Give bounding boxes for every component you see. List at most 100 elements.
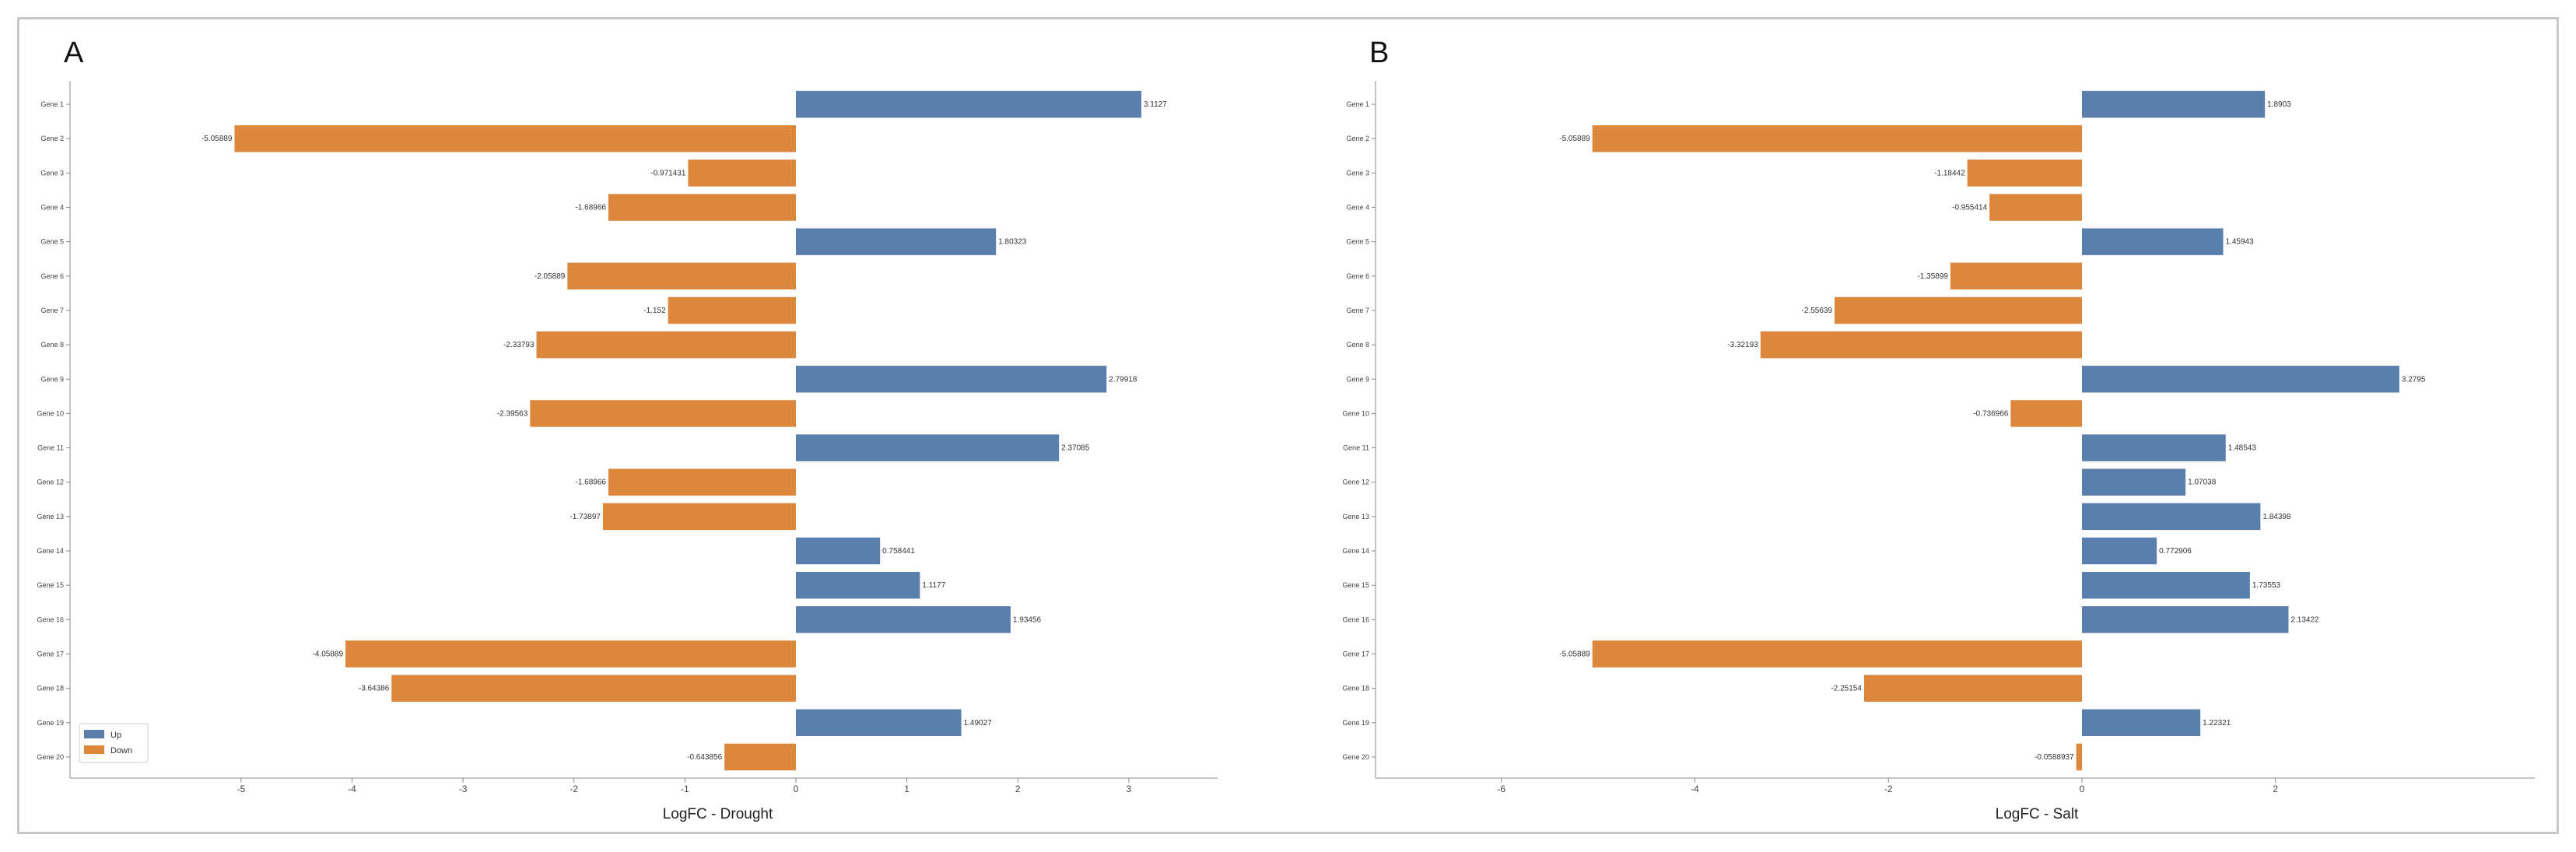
value-label-b-1: 1.8903	[2267, 100, 2291, 109]
bar-a-15	[796, 571, 920, 599]
legend-box	[79, 723, 149, 763]
y-tick-label-b-18: Gene 18	[1342, 685, 1369, 692]
y-tick-label-b-13: Gene 13	[1342, 513, 1369, 521]
legend-label-up: Up	[110, 731, 121, 740]
bar-b-7	[1835, 296, 2082, 324]
y-tick-label-b-2: Gene 2	[1346, 135, 1369, 142]
x-tick-label-b-0: -6	[1497, 784, 1505, 794]
y-tick-label-a-3: Gene 3	[40, 169, 64, 177]
panel-label-b: B	[1369, 37, 1389, 69]
y-tick-label-a-8: Gene 8	[40, 341, 64, 349]
y-tick-label-a-20: Gene 20	[37, 753, 64, 761]
x-tick-label-a-4: -1	[681, 784, 689, 794]
bar-b-20	[2076, 743, 2082, 771]
y-tick-label-a-14: Gene 14	[37, 547, 64, 555]
value-label-a-9: 2.79918	[1109, 375, 1137, 384]
x-tick-label-a-6: 1	[904, 784, 909, 794]
bar-a-7	[668, 296, 796, 324]
bar-b-6	[1950, 262, 2082, 290]
panel-label-a: A	[64, 37, 84, 69]
bar-b-11	[2082, 434, 2226, 461]
value-label-a-7: -1.152	[643, 307, 666, 315]
value-label-a-20: -0.643856	[687, 753, 722, 762]
y-tick-label-a-10: Gene 10	[37, 409, 64, 417]
y-tick-label-a-13: Gene 13	[37, 513, 64, 521]
y-tick-label-b-1: Gene 1	[1346, 100, 1369, 108]
bar-a-1	[796, 90, 1141, 118]
y-tick-label-a-1: Gene 1	[40, 100, 64, 108]
value-label-b-5: 1.45943	[2226, 238, 2255, 247]
value-label-b-7: -2.55639	[1802, 307, 1833, 315]
x-axis-title-a: LogFC - Drought	[663, 806, 773, 822]
y-tick-label-b-19: Gene 19	[1342, 719, 1369, 727]
x-tick-label-a-8: 3	[1127, 784, 1132, 794]
x-tick-label-a-3: -2	[570, 784, 578, 794]
y-tick-label-b-5: Gene 5	[1346, 238, 1369, 246]
bar-b-10	[2010, 400, 2082, 427]
y-tick-label-a-2: Gene 2	[40, 135, 64, 142]
x-tick-label-b-1: -4	[1691, 784, 1699, 794]
x-tick-label-a-1: -4	[348, 784, 356, 794]
bar-b-17	[1592, 640, 2082, 668]
y-tick-label-a-12: Gene 12	[37, 479, 64, 486]
y-tick-label-a-4: Gene 4	[40, 204, 64, 212]
value-label-a-16: 1.93456	[1013, 615, 1042, 624]
y-tick-label-a-19: Gene 19	[37, 719, 64, 727]
bar-a-16	[796, 606, 1011, 633]
y-tick-label-a-18: Gene 18	[37, 685, 64, 692]
x-tick-label-b-3: 0	[2080, 784, 2085, 794]
x-tick-label-b-2: -2	[1884, 784, 1893, 794]
bar-b-8	[1760, 331, 2082, 359]
bar-b-9	[2082, 366, 2399, 393]
value-label-a-4: -1.68966	[576, 204, 607, 212]
value-label-b-11: 1.48543	[2228, 444, 2257, 453]
value-label-b-9: 3.2795	[2402, 375, 2426, 384]
bar-a-2	[234, 125, 797, 153]
value-label-b-15: 1.73553	[2252, 581, 2281, 590]
value-label-a-5: 1.80323	[998, 238, 1027, 247]
value-label-a-17: -4.05889	[313, 650, 344, 658]
value-label-a-2: -5.05889	[202, 135, 233, 143]
value-label-b-10: -0.736966	[1973, 409, 2008, 418]
value-label-a-10: -2.39563	[497, 409, 528, 418]
value-label-a-13: -1.73897	[570, 513, 601, 521]
y-tick-label-b-4: Gene 4	[1346, 204, 1369, 212]
bar-a-13	[602, 503, 796, 531]
y-tick-label-a-9: Gene 9	[40, 375, 64, 383]
x-axis-title-b: LogFC - Salt	[1996, 806, 2079, 822]
bar-b-15	[2082, 571, 2250, 599]
value-label-b-3: -1.18442	[1934, 169, 1965, 177]
bar-b-13	[2082, 503, 2261, 531]
legend-swatch-down	[84, 745, 104, 754]
value-label-b-18: -2.25154	[1831, 685, 1862, 693]
bar-a-10	[530, 400, 796, 427]
y-tick-label-a-6: Gene 6	[40, 272, 64, 280]
y-tick-label-a-11: Gene 11	[37, 444, 64, 452]
y-tick-label-b-20: Gene 20	[1342, 753, 1369, 761]
y-tick-label-a-7: Gene 7	[40, 307, 64, 314]
value-label-a-8: -2.33793	[503, 341, 534, 349]
value-label-b-19: 1.22321	[2203, 719, 2231, 728]
legend-swatch-up	[84, 730, 104, 738]
x-tick-label-a-5: 0	[794, 784, 799, 794]
bar-a-4	[608, 194, 796, 221]
bar-a-18	[391, 675, 796, 702]
y-tick-label-b-17: Gene 17	[1342, 650, 1369, 657]
value-label-a-11: 2.37085	[1061, 444, 1090, 453]
bar-b-16	[2082, 606, 2289, 633]
y-tick-label-b-6: Gene 6	[1346, 272, 1369, 280]
value-label-b-6: -1.35899	[1917, 272, 1948, 281]
x-tick-label-a-2: -3	[459, 784, 468, 794]
value-label-b-14: 0.772906	[2159, 547, 2192, 556]
bar-a-6	[567, 262, 796, 290]
y-tick-label-b-9: Gene 9	[1346, 375, 1369, 383]
bar-a-3	[688, 160, 796, 187]
bar-a-5	[796, 228, 997, 255]
x-tick-label-a-0: -5	[237, 784, 246, 794]
value-label-b-4: -0.955414	[1952, 204, 1987, 212]
y-tick-label-a-15: Gene 15	[37, 581, 64, 589]
bar-b-18	[1863, 675, 2082, 702]
legend-label-down: Down	[110, 746, 132, 756]
value-label-b-20: -0.0588937	[2035, 753, 2074, 762]
value-label-b-2: -5.05889	[1559, 135, 1590, 143]
